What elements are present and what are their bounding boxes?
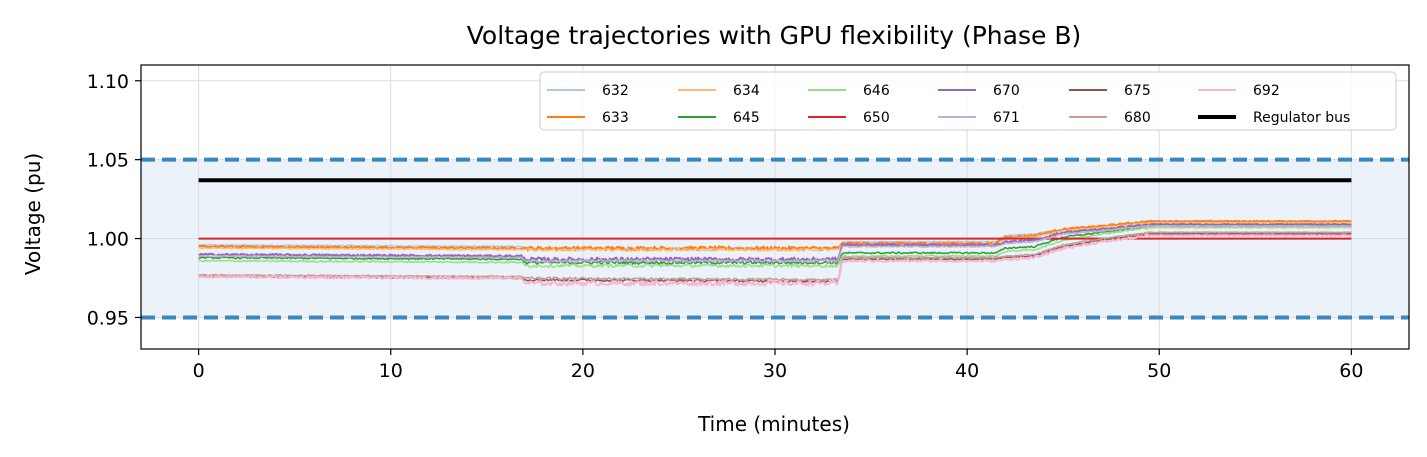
series-line-680	[198, 231, 1352, 282]
legend-label: 645	[733, 110, 760, 126]
series-lines	[198, 178, 1352, 287]
series-line-633	[198, 219, 1352, 252]
x-tick-label: 0	[193, 360, 205, 382]
y-tick-label: 1.10	[87, 71, 129, 93]
legend-box	[539, 71, 1397, 131]
legend-label: 670	[993, 83, 1020, 99]
y-tick-label: 0.95	[87, 307, 129, 329]
series-line-670	[198, 223, 1352, 263]
series-line-692	[198, 233, 1352, 287]
chart-title: Voltage trajectories with GPU flexibilit…	[467, 21, 1081, 50]
legend-label: 671	[993, 110, 1020, 126]
x-tick-label: 20	[571, 360, 595, 382]
x-tick-label: 60	[1339, 360, 1363, 382]
legend-label: 633	[602, 110, 629, 126]
voltage-limit-lines	[141, 157, 1409, 320]
x-axis-label: Time (minutes)	[697, 412, 850, 436]
x-tick-label: 40	[955, 360, 979, 382]
x-tick-label: 10	[379, 360, 403, 382]
series-line-646	[198, 226, 1352, 269]
x-axis-ticks: 0 10 20 30 40 50 60	[193, 349, 1363, 382]
legend-label: 634	[733, 83, 760, 99]
legend-label: 646	[863, 83, 890, 99]
y-tick-label: 1.00	[87, 229, 129, 251]
legend-label: Regulator bus	[1253, 110, 1350, 126]
legend: 632 633 634 645 646 650 670 671 675 680 692 Regulat…	[539, 71, 1397, 131]
legend-label: 632	[602, 83, 629, 99]
legend-label: 692	[1253, 83, 1280, 99]
legend-label: 680	[1124, 110, 1151, 126]
y-axis-label: Voltage (pu)	[21, 153, 45, 275]
series-line-634	[198, 221, 1352, 252]
series-line-671	[198, 224, 1352, 263]
y-tick-label: 1.05	[87, 150, 129, 172]
x-tick-label: 30	[763, 360, 787, 382]
legend-label: 675	[1124, 83, 1151, 99]
y-axis-ticks: 0.95 1.00 1.05 1.10	[87, 71, 141, 329]
x-tick-label: 50	[1147, 360, 1171, 382]
legend-label: 650	[863, 110, 890, 126]
